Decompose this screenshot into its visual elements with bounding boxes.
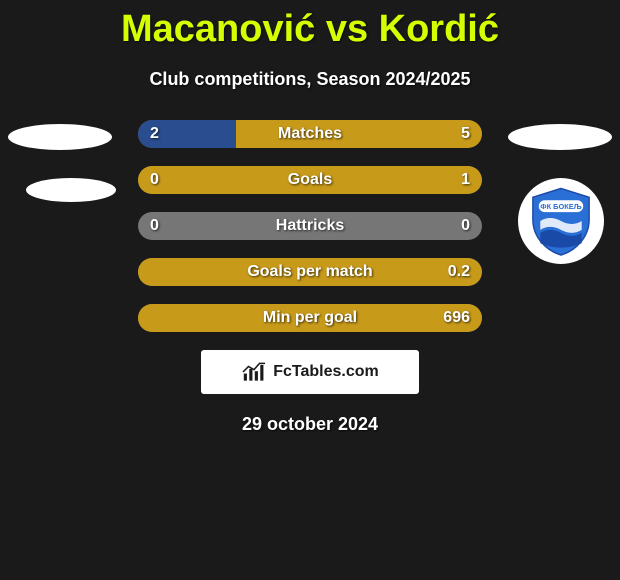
stat-row: 2 Matches 5 <box>138 120 482 148</box>
stat-left-value: 0 <box>150 171 159 189</box>
stat-right-value: 1 <box>461 171 470 189</box>
stat-label: Min per goal <box>263 309 357 327</box>
comparison-subtitle: Club competitions, Season 2024/2025 <box>0 69 620 90</box>
stat-row: Min per goal 696 <box>138 304 482 332</box>
stat-label: Goals per match <box>247 263 372 281</box>
stat-right-value: 0.2 <box>448 263 470 281</box>
stat-left-value: 0 <box>150 217 159 235</box>
stat-label: Hattricks <box>276 217 344 235</box>
brand-text: FcTables.com <box>273 363 379 381</box>
snapshot-date: 29 october 2024 <box>0 414 620 435</box>
stat-left-value: 2 <box>150 125 159 143</box>
chart-icon <box>241 361 267 383</box>
stat-right-value: 5 <box>461 125 470 143</box>
stat-label: Goals <box>288 171 332 189</box>
stat-row: Goals per match 0.2 <box>138 258 482 286</box>
brand-footer[interactable]: FcTables.com <box>201 350 419 394</box>
stat-right-value: 696 <box>443 309 470 327</box>
stat-right-value: 0 <box>461 217 470 235</box>
stat-bar-right <box>236 120 482 148</box>
stat-row: 0 Hattricks 0 <box>138 212 482 240</box>
comparison-title: Macanović vs Kordić <box>0 0 620 51</box>
stat-row: 0 Goals 1 <box>138 166 482 194</box>
stats-container: 2 Matches 5 0 Goals 1 0 Hattricks 0 Goals per mat… <box>0 120 620 332</box>
stat-label: Matches <box>278 125 342 143</box>
